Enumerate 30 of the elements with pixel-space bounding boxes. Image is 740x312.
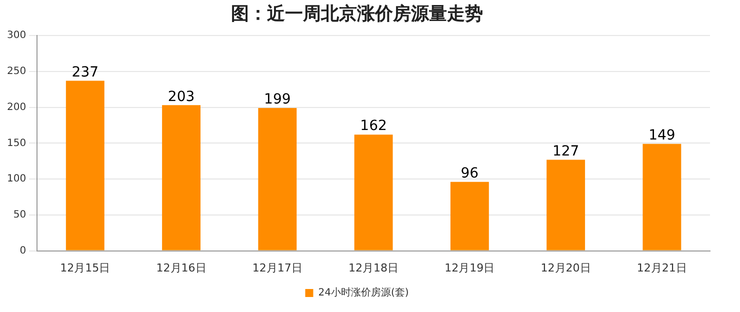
bar [258, 108, 297, 250]
x-tick-label: 12月16日 [156, 261, 206, 274]
x-tick-label: 12月21日 [636, 261, 687, 274]
y-tick-label: 50 [13, 210, 26, 221]
y-tick-label: 250 [6, 66, 26, 78]
y-tick-label: 300 [6, 30, 26, 42]
y-tick-label: 200 [6, 102, 26, 113]
bar [66, 80, 104, 250]
data-label: 149 [648, 128, 676, 144]
y-tick-label: 100 [6, 174, 26, 185]
x-tick-label: 12月20日 [540, 261, 591, 274]
bar [546, 160, 586, 250]
bar [450, 182, 489, 250]
x-tick-label: 12月17日 [252, 261, 302, 274]
data-label: 162 [360, 118, 387, 134]
bar [162, 105, 201, 250]
x-tick-label: 12月15日 [60, 261, 110, 274]
data-label: 96 [460, 166, 479, 182]
chart-title: 图：近一周北京涨价房源量走势 [231, 3, 483, 24]
x-tick-label: 12月19日 [444, 261, 495, 274]
data-label: 203 [168, 88, 195, 105]
y-tick-label: 150 [6, 138, 26, 149]
y-tick-label: 0 [20, 245, 26, 256]
x-tick-label: 12月18日 [348, 261, 399, 274]
data-label: 127 [552, 143, 580, 160]
data-label: 199 [264, 92, 291, 108]
bar [642, 144, 682, 250]
bar [354, 134, 393, 250]
data-label: 237 [72, 64, 99, 80]
legend-label: 24小时涨价房源(套) [318, 286, 409, 299]
